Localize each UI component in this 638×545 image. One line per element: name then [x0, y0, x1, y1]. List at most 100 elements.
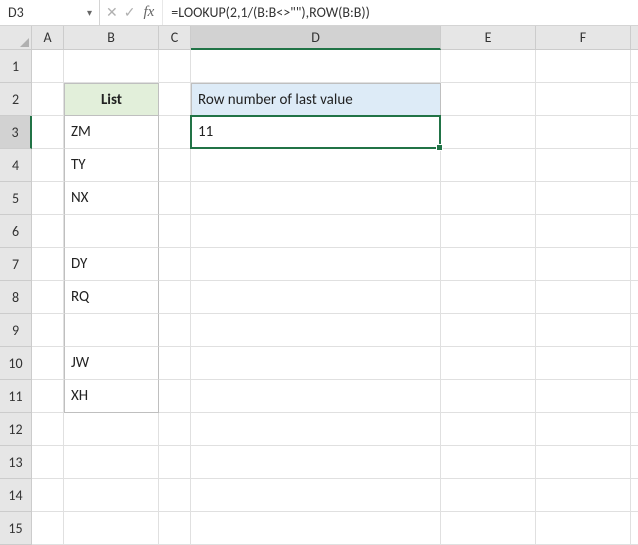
cell[interactable]: [191, 182, 441, 215]
cell[interactable]: [191, 248, 441, 281]
cell[interactable]: [159, 83, 191, 116]
row-header[interactable]: 2: [0, 83, 32, 116]
cell[interactable]: [159, 479, 191, 512]
list-header-cell[interactable]: List: [64, 83, 159, 116]
cell[interactable]: [32, 248, 64, 281]
row-header[interactable]: 4: [0, 149, 32, 182]
cell[interactable]: [32, 83, 64, 116]
row-header[interactable]: 13: [0, 446, 32, 479]
list-item-cell[interactable]: NX: [64, 182, 159, 215]
cell[interactable]: [32, 380, 64, 413]
cell[interactable]: [536, 83, 631, 116]
cell[interactable]: [536, 347, 631, 380]
cell[interactable]: [32, 182, 64, 215]
accept-icon[interactable]: ✓: [124, 4, 136, 21]
cell[interactable]: [32, 512, 64, 545]
column-header[interactable]: D: [191, 26, 441, 50]
cell[interactable]: [441, 347, 536, 380]
cell[interactable]: [441, 215, 536, 248]
cell[interactable]: [32, 116, 64, 149]
row-header[interactable]: 11: [0, 380, 32, 413]
cell[interactable]: [631, 413, 638, 446]
cell[interactable]: [159, 116, 191, 149]
list-item-cell[interactable]: XH: [64, 380, 159, 413]
cell[interactable]: [159, 50, 191, 83]
name-box-container[interactable]: D3 ▾: [0, 0, 100, 25]
column-header[interactable]: B: [64, 26, 159, 50]
cell[interactable]: [631, 83, 638, 116]
cell[interactable]: [536, 281, 631, 314]
list-item-cell[interactable]: JW: [64, 347, 159, 380]
cell[interactable]: [191, 446, 441, 479]
row-header[interactable]: 6: [0, 215, 32, 248]
cell[interactable]: [32, 215, 64, 248]
row-header[interactable]: 9: [0, 314, 32, 347]
cell[interactable]: [159, 380, 191, 413]
column-header[interactable]: [631, 26, 638, 50]
cell[interactable]: [536, 149, 631, 182]
cell[interactable]: [441, 50, 536, 83]
cell[interactable]: [631, 149, 638, 182]
cell[interactable]: [536, 116, 631, 149]
cell[interactable]: [191, 512, 441, 545]
cell[interactable]: [32, 149, 64, 182]
cancel-icon[interactable]: ✕: [106, 4, 118, 21]
cell[interactable]: [631, 512, 638, 545]
cell[interactable]: [536, 50, 631, 83]
cell[interactable]: [159, 347, 191, 380]
cell[interactable]: [536, 314, 631, 347]
cell[interactable]: [159, 215, 191, 248]
select-all-corner[interactable]: [0, 26, 32, 50]
cell[interactable]: [441, 446, 536, 479]
cell[interactable]: [441, 182, 536, 215]
row-header[interactable]: 15: [0, 512, 32, 545]
cell[interactable]: [536, 446, 631, 479]
cell[interactable]: [191, 479, 441, 512]
cell[interactable]: [159, 314, 191, 347]
cell[interactable]: [441, 83, 536, 116]
cell[interactable]: [32, 479, 64, 512]
name-box[interactable]: D3: [8, 4, 84, 21]
row-header[interactable]: 3: [0, 116, 32, 149]
cell[interactable]: [441, 248, 536, 281]
cell[interactable]: [536, 479, 631, 512]
cell[interactable]: [191, 281, 441, 314]
cell[interactable]: [32, 50, 64, 83]
formula-input[interactable]: =LOOKUP(2,1/(B:B<>""),ROW(B:B)): [163, 4, 638, 21]
cell[interactable]: [441, 512, 536, 545]
cell[interactable]: [441, 314, 536, 347]
cell[interactable]: [32, 314, 64, 347]
cell[interactable]: [536, 380, 631, 413]
cell[interactable]: [159, 149, 191, 182]
cell[interactable]: [159, 281, 191, 314]
cell[interactable]: [631, 281, 638, 314]
cell[interactable]: [191, 314, 441, 347]
cell[interactable]: [32, 347, 64, 380]
chevron-down-icon[interactable]: ▾: [84, 6, 95, 19]
cell[interactable]: [631, 314, 638, 347]
list-item-cell[interactable]: [64, 215, 159, 248]
cell[interactable]: [441, 149, 536, 182]
cell[interactable]: [536, 413, 631, 446]
cell[interactable]: [32, 446, 64, 479]
cell[interactable]: [64, 479, 159, 512]
cell[interactable]: [159, 446, 191, 479]
list-item-cell[interactable]: DY: [64, 248, 159, 281]
cells-area[interactable]: ListZMTYNXDYRQJWXHRow number of last val…: [32, 50, 638, 522]
cell[interactable]: [441, 281, 536, 314]
cell[interactable]: [631, 479, 638, 512]
column-header[interactable]: E: [441, 26, 536, 50]
cell[interactable]: [631, 182, 638, 215]
cell[interactable]: [159, 182, 191, 215]
row-header[interactable]: 12: [0, 413, 32, 446]
cell[interactable]: [631, 347, 638, 380]
row-header[interactable]: 8: [0, 281, 32, 314]
list-item-cell[interactable]: RQ: [64, 281, 159, 314]
row-header[interactable]: 14: [0, 479, 32, 512]
cell[interactable]: [536, 215, 631, 248]
cell[interactable]: [441, 380, 536, 413]
cell[interactable]: [536, 182, 631, 215]
row-header[interactable]: 10: [0, 347, 32, 380]
cell[interactable]: [536, 512, 631, 545]
selected-cell[interactable]: 11: [190, 115, 441, 149]
